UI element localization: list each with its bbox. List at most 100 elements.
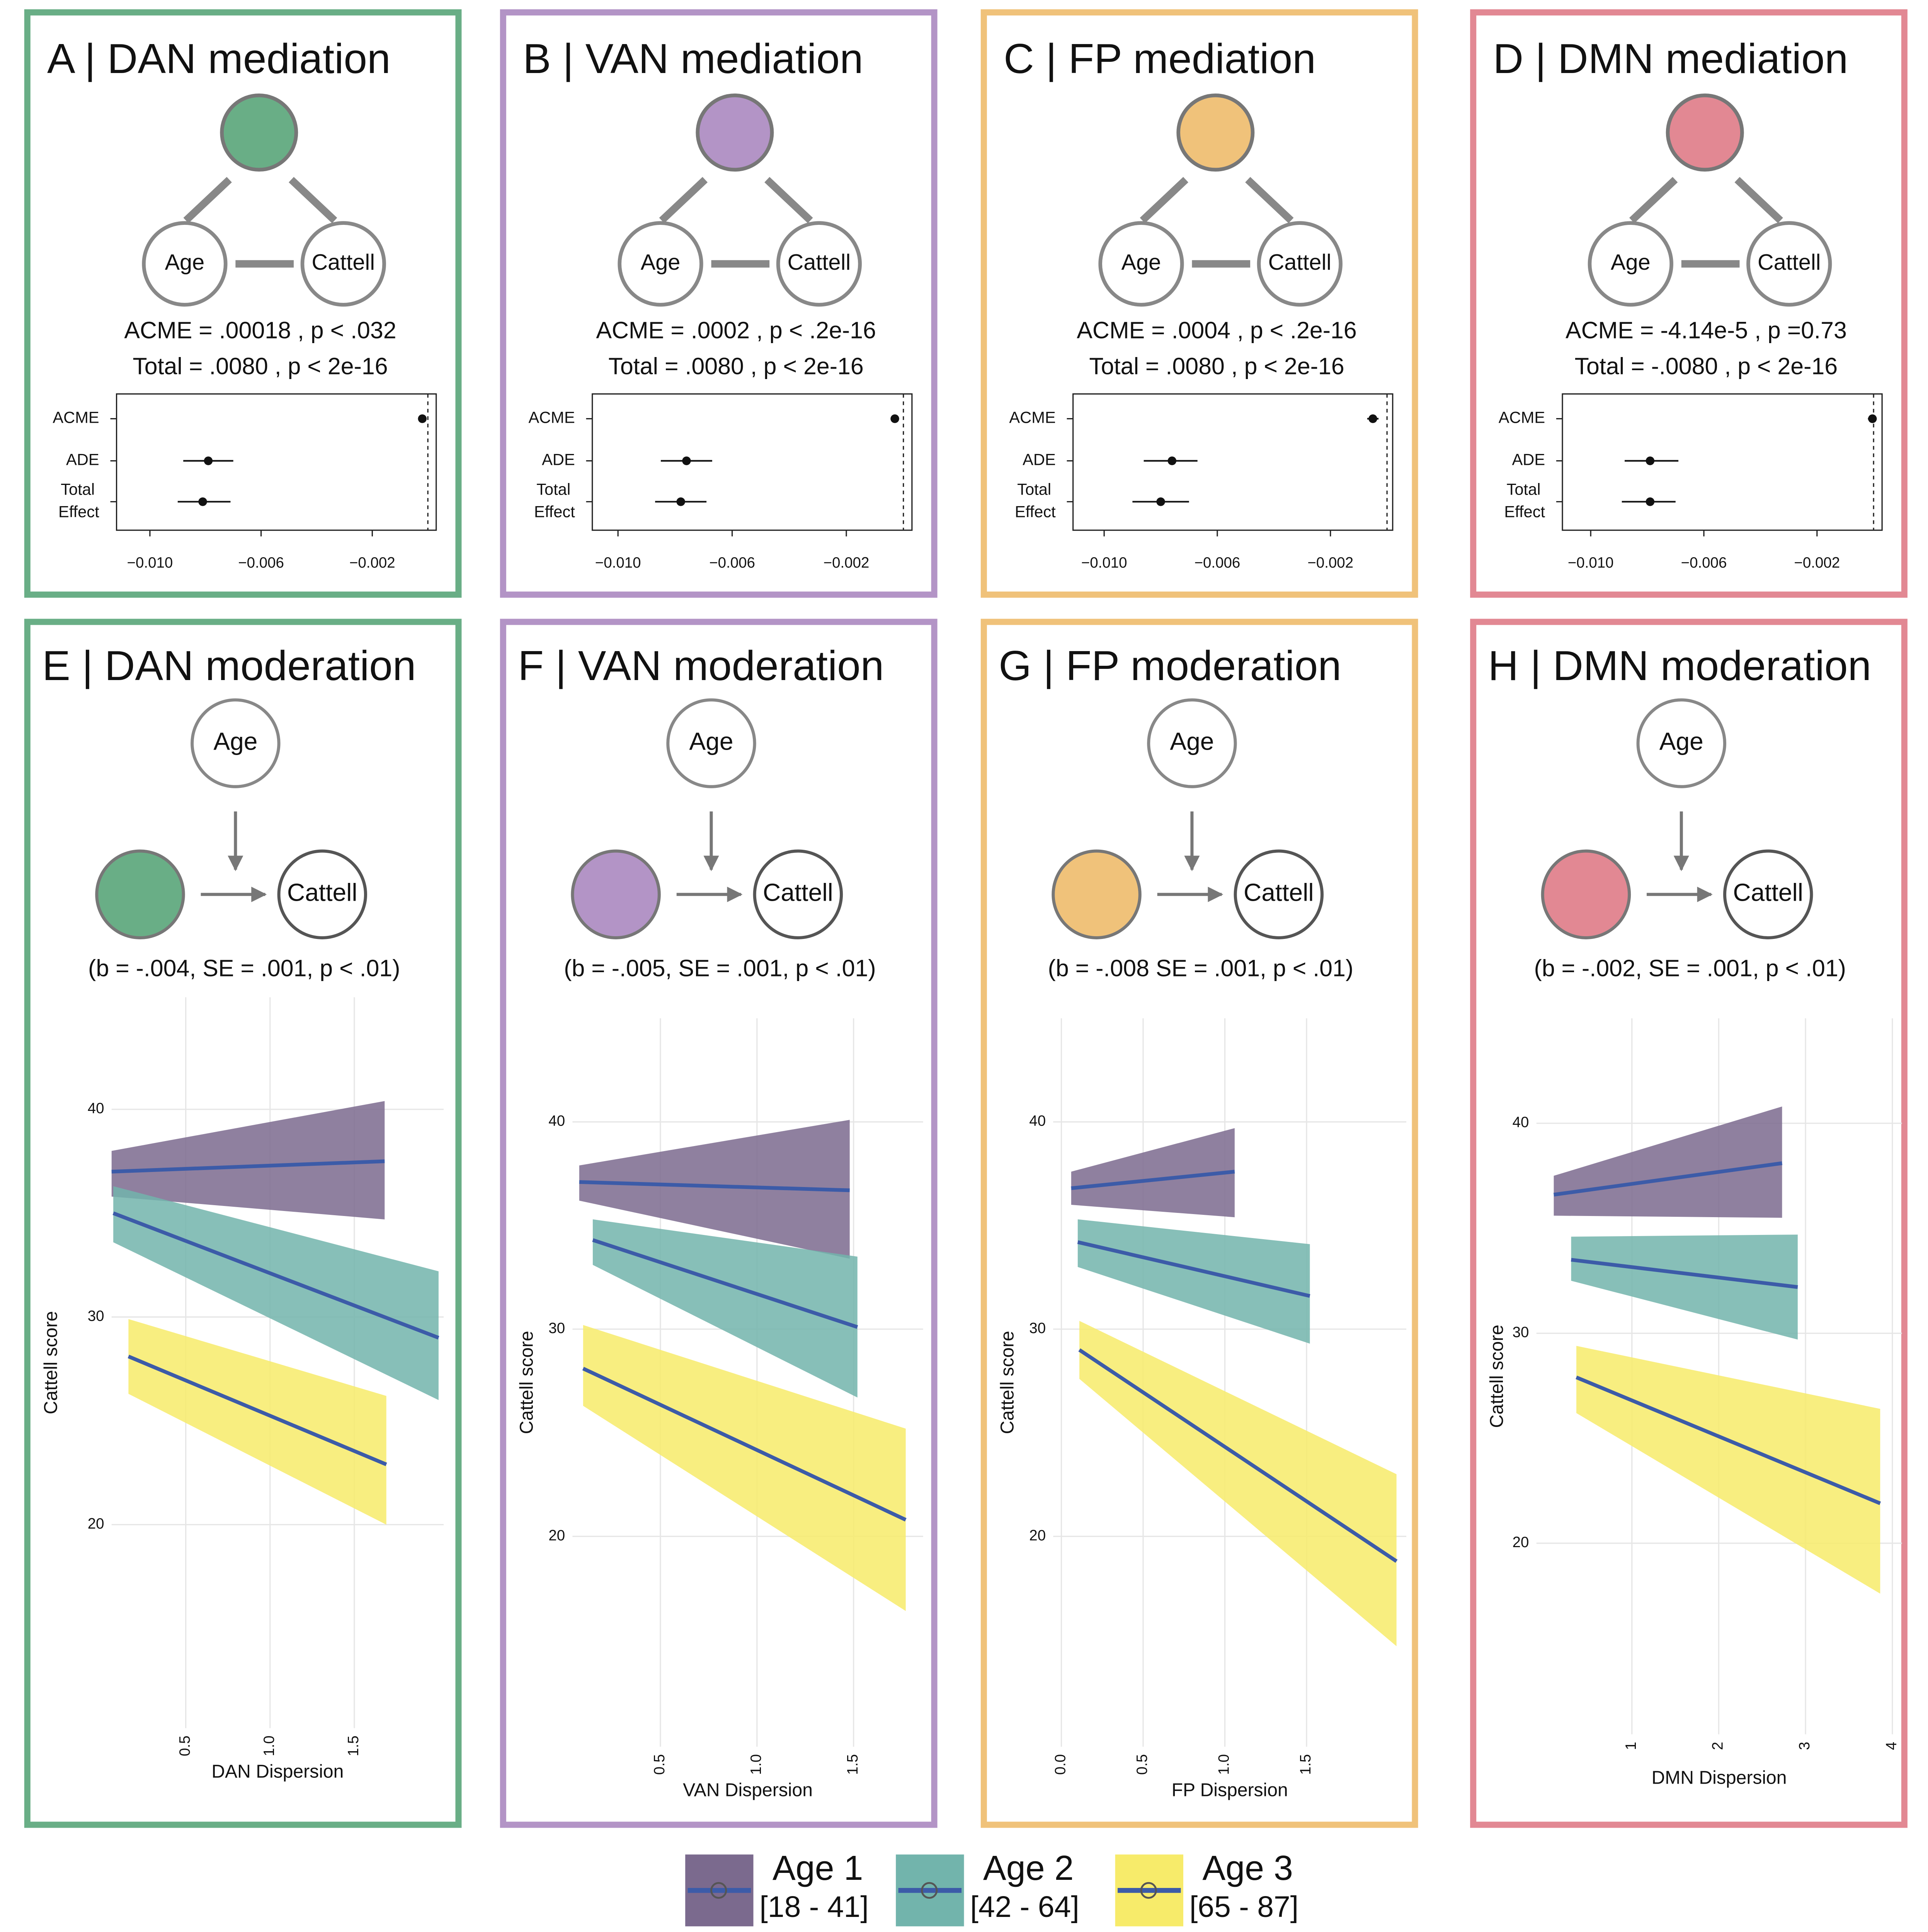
legend-dot (1140, 1882, 1157, 1899)
node (300, 221, 386, 307)
network-node (1666, 94, 1744, 172)
x-tick-label: −0.002 (1307, 554, 1353, 571)
label-line: Effect (534, 502, 575, 520)
panel-title: F | VAN moderation (518, 642, 884, 689)
node-label: Cattell (788, 250, 851, 275)
legend-name: Age 2 (983, 1849, 1074, 1888)
stat-text: Total = .0080 , p < 2e-16 (1089, 353, 1344, 379)
legend-range: [42 - 64] (970, 1890, 1079, 1923)
category-label: Total Effect (58, 480, 99, 521)
confidence-band (583, 1325, 906, 1611)
category-label: ADE (66, 451, 99, 469)
stat-text: Total = .0080 , p < 2e-16 (608, 353, 863, 379)
estimate-point (890, 414, 899, 423)
edge (1245, 177, 1294, 223)
confidence-band (1077, 1219, 1310, 1344)
x-tick-label: −0.006 (1195, 554, 1241, 571)
node (1147, 698, 1237, 788)
node-label: Age (165, 250, 205, 275)
node-label: Age (1611, 250, 1651, 275)
category-label: ADE (1023, 451, 1056, 469)
category-label: ACME (1009, 408, 1055, 427)
fit-line (1571, 1258, 1798, 1289)
y-tick-label: 40 (1513, 1114, 1529, 1131)
estimate-point (1368, 414, 1377, 423)
plot-frame (116, 393, 437, 531)
node (142, 221, 228, 307)
x-tick-label: 1.0 (261, 1736, 277, 1756)
category-label: ACME (528, 408, 575, 427)
legend-dot (710, 1882, 727, 1899)
node-label: Cattell (763, 879, 833, 906)
category-label: Total Effect (1504, 480, 1545, 521)
plot-frame (1562, 393, 1883, 531)
edge (1629, 177, 1678, 223)
panel-frame (1470, 619, 1908, 1828)
fit-line (111, 1159, 385, 1174)
panel-title: A | DAN mediation (47, 35, 391, 82)
plot-frame (1072, 393, 1394, 531)
x-axis-label: DAN Dispersion (211, 1761, 344, 1782)
node-label: Cattell (1244, 879, 1314, 906)
label-line: Effect (58, 502, 99, 520)
edge (289, 177, 337, 223)
label-line: Total (1017, 480, 1056, 498)
x-tick-label: −0.010 (1081, 554, 1127, 571)
node-label: Cattell (1733, 879, 1803, 906)
y-tick-label: 20 (1029, 1527, 1046, 1544)
estimate-point (1646, 497, 1655, 506)
x-tick-label: 1.5 (844, 1754, 861, 1775)
fit-line (1576, 1376, 1881, 1505)
edge (1734, 177, 1783, 223)
x-axis-label: VAN Dispersion (683, 1780, 813, 1801)
fit-line (1071, 1170, 1235, 1190)
x-tick-label: 1 (1623, 1742, 1639, 1750)
legend-range: [18 - 41] (759, 1890, 868, 1923)
x-tick-label: 0.0 (1052, 1754, 1069, 1775)
fit-line (1553, 1161, 1783, 1197)
network-node (696, 94, 774, 172)
edge (764, 177, 813, 223)
edge (659, 177, 708, 223)
node-label: Age (1170, 728, 1214, 755)
label-line: Total (61, 480, 99, 498)
fit-line (128, 1355, 387, 1466)
legend-name: Age 3 (1202, 1849, 1293, 1888)
stat-text: Total = -.0080 , p < 2e-16 (1575, 353, 1838, 379)
estimate-point (1868, 414, 1877, 423)
stat-text: (b = -.004, SE = .001, p < .01) (88, 955, 400, 981)
y-tick-label: 30 (88, 1308, 104, 1325)
node (618, 221, 703, 307)
panel-frame (980, 619, 1418, 1828)
y-tick-label: 30 (1029, 1320, 1046, 1337)
stat-text: (b = -.002, SE = .001, p < .01) (1534, 955, 1846, 981)
edge (183, 177, 232, 223)
confidence-band (1554, 1106, 1782, 1218)
category-label: Total Effect (1015, 480, 1056, 521)
stat-text: ACME = .0004 , p < .2e-16 (1077, 317, 1357, 343)
panel-title: E | DAN moderation (42, 642, 416, 689)
node (776, 221, 862, 307)
x-tick-label: 3 (1796, 1742, 1813, 1750)
fit-line (1078, 1348, 1398, 1563)
label-line: Effect (1504, 502, 1545, 520)
panel-title: D | DMN mediation (1493, 35, 1848, 82)
fit-line (112, 1211, 439, 1340)
fit-line (582, 1367, 907, 1522)
x-tick-label: 1.5 (1297, 1754, 1314, 1775)
network-node (95, 849, 185, 939)
network-node (1052, 849, 1142, 939)
node-label: Cattell (1758, 250, 1821, 275)
label-line: Total (1507, 480, 1545, 498)
stat-text: ACME = -4.14e-5 , p =0.73 (1566, 317, 1847, 343)
node-label: Cattell (1268, 250, 1332, 275)
y-tick-label: 20 (548, 1527, 565, 1544)
x-tick-label: −0.010 (1568, 554, 1614, 571)
estimate-point (418, 414, 427, 423)
category-label: ACME (1499, 408, 1545, 427)
plot-frame (592, 393, 913, 531)
node-label: Cattell (312, 250, 375, 275)
estimate-point (1167, 456, 1177, 465)
label-line: Effect (1015, 502, 1056, 520)
